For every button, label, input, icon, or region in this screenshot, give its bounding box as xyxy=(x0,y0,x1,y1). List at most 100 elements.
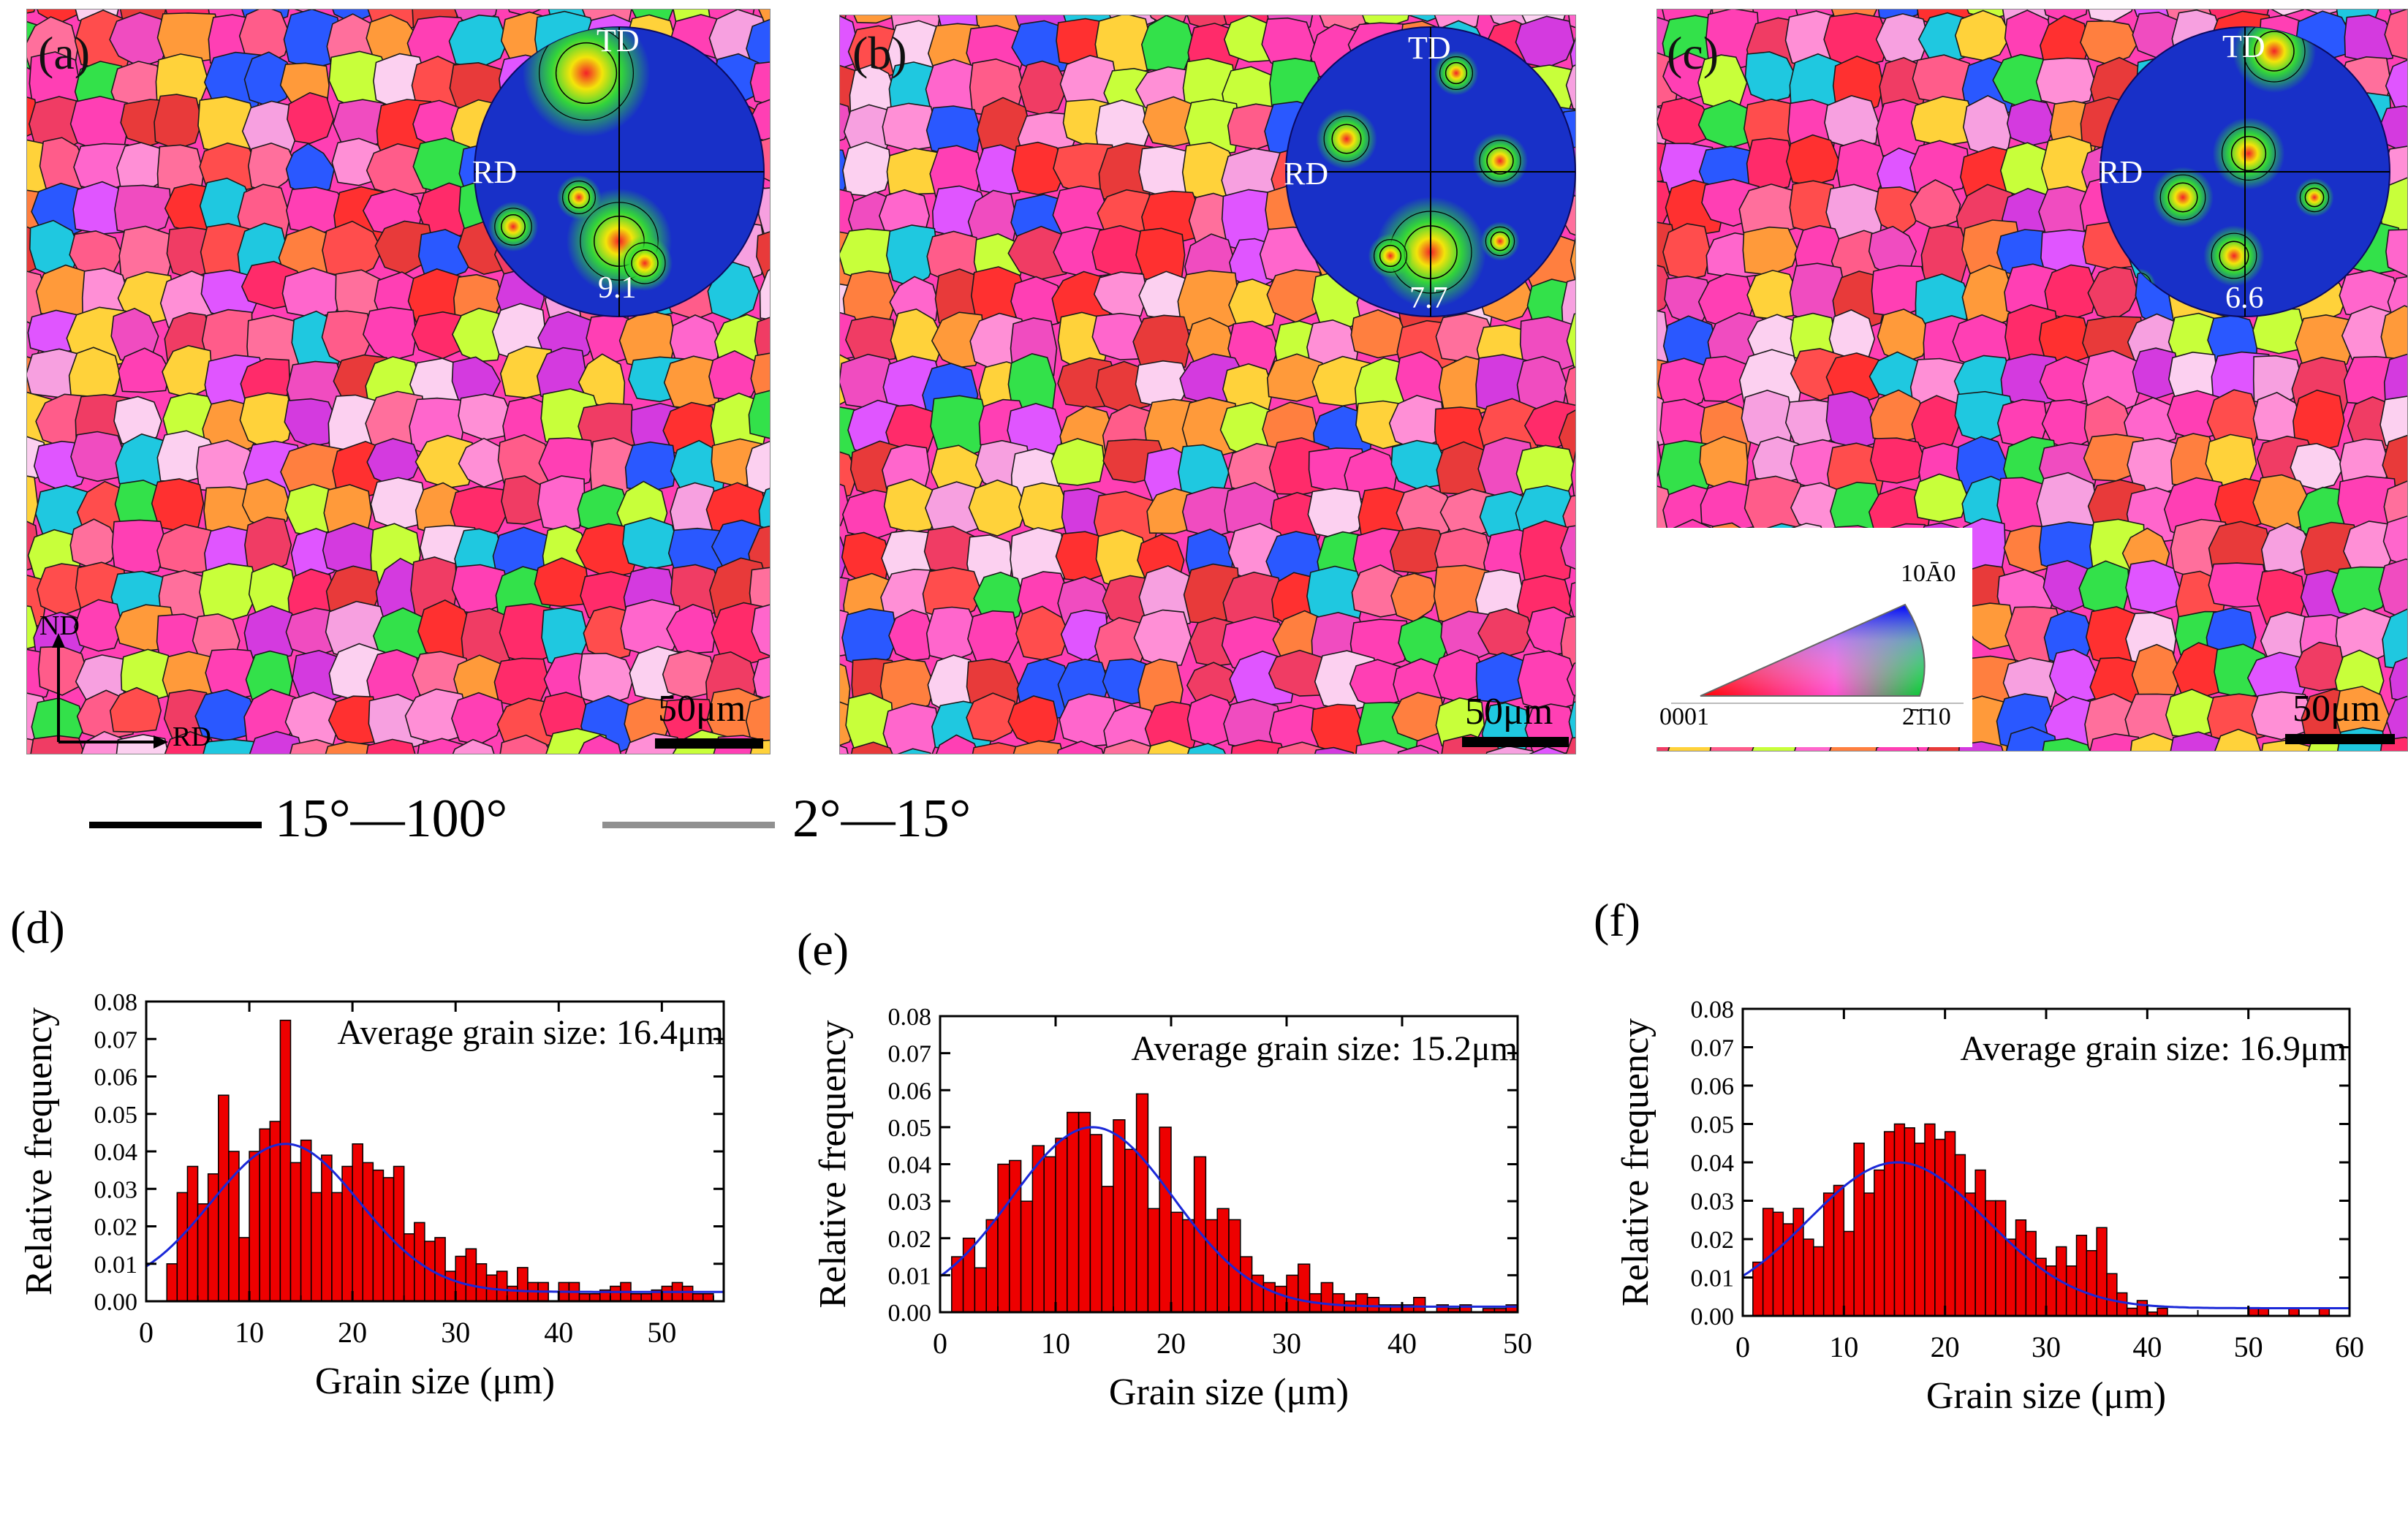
x-tick-label: 40 xyxy=(544,1316,573,1349)
bar xyxy=(166,1263,178,1302)
y-tick-label: 0.01 xyxy=(94,1252,138,1279)
bar xyxy=(985,1219,999,1313)
bar xyxy=(496,1271,508,1302)
pf-rd-label-a: RD xyxy=(472,154,518,190)
x-tick-label: 40 xyxy=(1387,1327,1417,1360)
bar xyxy=(259,1128,271,1302)
y-axis-label: Relative frequency xyxy=(18,1007,60,1295)
x-tick-label: 50 xyxy=(1503,1327,1532,1360)
bar xyxy=(2157,1307,2168,1317)
y-tick-label: 0.00 xyxy=(888,1300,932,1327)
bar xyxy=(703,1293,714,1302)
x-tick-label: 10 xyxy=(235,1316,264,1349)
bar xyxy=(1843,1230,1855,1317)
x-tick-label: 20 xyxy=(1156,1327,1186,1360)
bar xyxy=(269,1121,281,1302)
ipf-key-bottom-right-label: 2̄1̄10 xyxy=(1902,703,1951,730)
y-tick-label: 0.00 xyxy=(1691,1303,1735,1331)
bar xyxy=(974,1267,987,1313)
bar xyxy=(661,1285,673,1302)
bar xyxy=(1964,1192,1976,1317)
bar xyxy=(249,1151,260,1302)
x-axis-label: Grain size (μm) xyxy=(1109,1371,1349,1413)
bar xyxy=(1874,1169,1885,1317)
bar xyxy=(1366,1297,1380,1313)
y-tick-label: 0.00 xyxy=(94,1289,138,1316)
bar xyxy=(2318,1307,2331,1317)
bar xyxy=(1803,1238,1814,1317)
bar xyxy=(1089,1134,1102,1313)
bar xyxy=(1863,1192,1875,1317)
average-grain-size-annotation: Average grain size: 16.9μm xyxy=(1960,1029,2347,1068)
bar xyxy=(610,1285,621,1302)
histogram-d: 0 10 20 30 40 50 0.00 0.01 0.02 0.03 0.04 0.05 0.06 0… xyxy=(10,901,725,1402)
fit-curve xyxy=(939,1126,1518,1308)
bar xyxy=(331,1192,343,1302)
y-tick-label: 0.04 xyxy=(888,1152,932,1179)
bar xyxy=(630,1293,642,1302)
bar xyxy=(1752,1261,1764,1317)
bar xyxy=(1762,1208,1774,1317)
bar xyxy=(2086,1250,2097,1317)
scale-bar-b xyxy=(1462,737,1569,747)
x-tick-label: 0 xyxy=(933,1327,947,1360)
bar xyxy=(1147,1208,1160,1313)
panel-label: (f) xyxy=(1594,894,1640,946)
y-tick-label: 0.05 xyxy=(94,1102,138,1129)
bar xyxy=(2247,1307,2260,1317)
bar xyxy=(2126,1307,2138,1317)
high-angle-legend-label: 15°—100° xyxy=(275,789,508,849)
bar xyxy=(444,1271,456,1302)
bar xyxy=(1893,1123,1906,1317)
low-angle-legend-label: 2°—15° xyxy=(792,789,972,849)
x-tick-label: 30 xyxy=(1272,1327,1301,1360)
x-tick-label: 30 xyxy=(2032,1331,2061,1363)
bar xyxy=(1135,1093,1149,1313)
bar xyxy=(176,1192,189,1302)
pf-td-label-a: TD xyxy=(597,23,640,58)
bar xyxy=(1985,1200,1996,1317)
bar xyxy=(218,1094,230,1302)
x-tick-label: 0 xyxy=(139,1316,154,1349)
bar xyxy=(1995,1200,2007,1317)
bar xyxy=(362,1162,374,1302)
y-tick-label: 0.08 xyxy=(888,1004,932,1031)
bar xyxy=(2065,1265,2078,1317)
bar xyxy=(2288,1307,2300,1317)
pf-td-label-c: TD xyxy=(2222,29,2265,64)
x-tick-label: 20 xyxy=(1931,1331,1960,1363)
fit-curve xyxy=(145,1143,724,1293)
bar xyxy=(2136,1300,2148,1317)
y-tick-label: 0.01 xyxy=(1691,1265,1735,1292)
histogram-f: 0 10 20 30 40 50 60 0.00 0.01 0.02 0.03 0.04 0.05 0.0… xyxy=(1594,894,2364,1417)
bar xyxy=(1413,1297,1426,1313)
y-tick-label: 0.05 xyxy=(1691,1112,1735,1139)
x-tick-label: 60 xyxy=(2335,1331,2364,1363)
bar xyxy=(507,1285,518,1302)
pf-max-c: 6.6 xyxy=(2225,281,2264,315)
bar xyxy=(1883,1131,1896,1317)
bar xyxy=(310,1192,322,1302)
bar xyxy=(321,1154,333,1302)
bar xyxy=(1934,1138,1946,1317)
pf-rd-label-c: RD xyxy=(2098,154,2143,190)
nd-axis-label: ND xyxy=(39,610,80,641)
ipf-key-top-label: 10Ā0 xyxy=(1901,560,1956,587)
bar xyxy=(455,1255,467,1302)
bar xyxy=(279,1019,292,1302)
bar xyxy=(393,1165,405,1302)
histogram-e: 0 10 20 30 40 50 0.00 0.01 0.02 0.03 0.04 0.05 0.06 0… xyxy=(797,923,1532,1413)
bar xyxy=(1822,1192,1835,1317)
bar xyxy=(2075,1235,2088,1317)
bar xyxy=(2257,1307,2270,1317)
bar xyxy=(2004,1238,2017,1317)
bar xyxy=(2116,1292,2128,1317)
y-tick-label: 0.03 xyxy=(888,1189,932,1216)
y-tick-label: 0.08 xyxy=(94,989,138,1016)
bar xyxy=(588,1293,601,1302)
bar xyxy=(1320,1282,1333,1313)
pf-max-a: 9.1 xyxy=(598,271,637,305)
bar xyxy=(228,1151,240,1302)
bar xyxy=(640,1293,653,1302)
rd-axis-label: RD xyxy=(173,722,211,752)
